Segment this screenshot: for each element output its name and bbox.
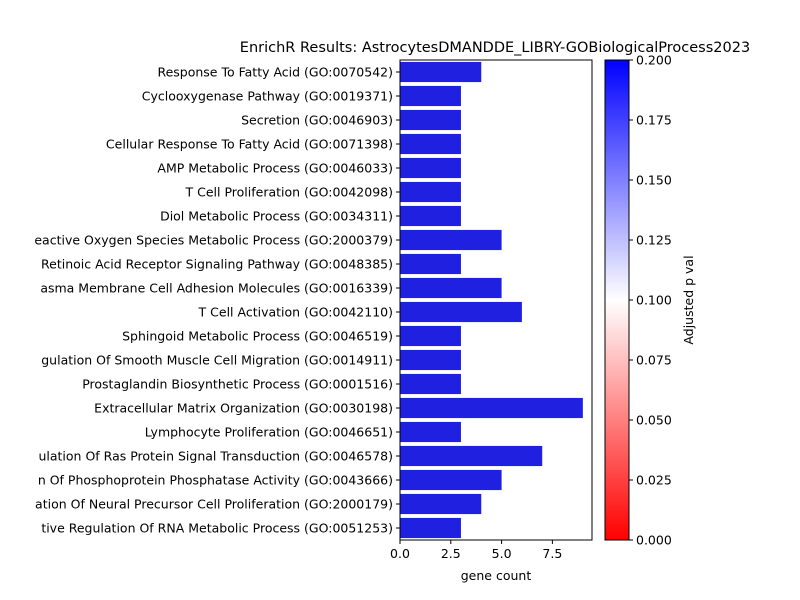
colorbar-ticks: 0.000 0.025 0.050 0.075 0.100 0.125 0.150 0.175… — [629, 53, 672, 548]
y-tick-label: tive Regulation Of RNA Metabolic Process… — [41, 521, 393, 536]
chart-title: EnrichR Results: AstrocytesDMANDDE_LIBRY… — [240, 40, 750, 56]
colorbar: 0.000 0.025 0.050 0.075 0.100 0.125 0.150 0.175… — [604, 53, 696, 548]
y-tick-label: Cyclooxygenase Pathway (GO:0019371) — [142, 89, 393, 104]
x-tick-label: 5.0 — [492, 546, 512, 561]
bar — [400, 517, 461, 539]
y-tick-label: T Cell Proliferation (GO:0042098) — [185, 185, 393, 200]
bar — [400, 373, 461, 395]
bar — [400, 349, 461, 371]
y-tick-label: AMP Metabolic Process (GO:0046033) — [157, 161, 393, 176]
bar — [400, 445, 543, 467]
y-tick-label: Sphingoid Metabolic Process (GO:0046519) — [122, 329, 393, 344]
colorbar-label: Adjusted p val — [681, 255, 696, 344]
colorbar-tick-label: 0.125 — [636, 233, 672, 248]
bar — [400, 421, 461, 443]
bar — [400, 301, 522, 323]
y-tick-label: ation Of Neural Precursor Cell Prolifera… — [35, 497, 393, 512]
bar — [400, 133, 461, 155]
bar — [400, 397, 583, 419]
colorbar-tick-label: 0.025 — [636, 473, 672, 488]
colorbar-tick-label: 0.100 — [636, 293, 672, 308]
bar — [400, 109, 461, 131]
bar — [400, 85, 461, 107]
y-tick-label: Response To Fatty Acid (GO:0070542) — [157, 65, 393, 80]
y-tick-label: Diol Metabolic Process (GO:0034311) — [160, 209, 393, 224]
plot-frame — [399, 59, 593, 541]
y-tick-label: n Of Phosphoprotein Phosphatase Activity… — [38, 473, 393, 488]
y-tick-label: Cellular Response To Fatty Acid (GO:0071… — [106, 137, 393, 152]
y-tick-label: Prostaglandin Biosynthetic Process (GO:0… — [82, 377, 393, 392]
bar — [400, 277, 502, 299]
x-axis: 0.0 2.5 5.0 7.5 — [390, 540, 562, 561]
bar — [400, 493, 482, 515]
bar — [400, 229, 502, 251]
colorbar-tick-label: 0.150 — [636, 173, 672, 188]
y-tick-label: Lymphocyte Proliferation (GO:0046651) — [145, 425, 393, 440]
bar — [400, 181, 461, 203]
y-tick-label: ulation Of Ras Protein Signal Transducti… — [38, 449, 393, 464]
y-tick-label: eactive Oxygen Species Metabolic Process… — [34, 233, 393, 248]
y-tick-label: Retinoic Acid Receptor Signaling Pathway… — [41, 257, 393, 272]
x-tick-label: 0.0 — [390, 546, 410, 561]
colorbar-tick-label: 0.175 — [636, 113, 672, 128]
x-tick-label: 2.5 — [441, 546, 461, 561]
bar — [400, 325, 461, 347]
bar — [400, 157, 461, 179]
y-tick-label: T Cell Activation (GO:0042110) — [198, 305, 393, 320]
y-tick-label: Extracellular Matrix Organization (GO:00… — [94, 401, 393, 416]
colorbar-tick-label: 0.000 — [636, 533, 672, 548]
y-tick-label: gulation Of Smooth Muscle Cell Migration… — [41, 353, 393, 368]
x-tick-label: 7.5 — [542, 546, 562, 561]
bar — [400, 253, 461, 275]
colorbar-gradient — [604, 59, 630, 541]
colorbar-tick-label: 0.200 — [636, 53, 672, 68]
category-labels: Response To Fatty Acid (GO:0070542) Cyclo… — [34, 65, 400, 536]
y-tick-label: Secretion (GO:0046903) — [241, 113, 393, 128]
colorbar-tick-label: 0.050 — [636, 413, 672, 428]
bar — [400, 205, 461, 227]
colorbar-tick-label: 0.075 — [636, 353, 672, 368]
bar — [400, 61, 482, 83]
bar — [400, 469, 502, 491]
x-axis-label: gene count — [461, 568, 532, 583]
bars-group — [400, 61, 583, 539]
y-tick-label: asma Membrane Cell Adhesion Molecules (G… — [40, 281, 393, 296]
